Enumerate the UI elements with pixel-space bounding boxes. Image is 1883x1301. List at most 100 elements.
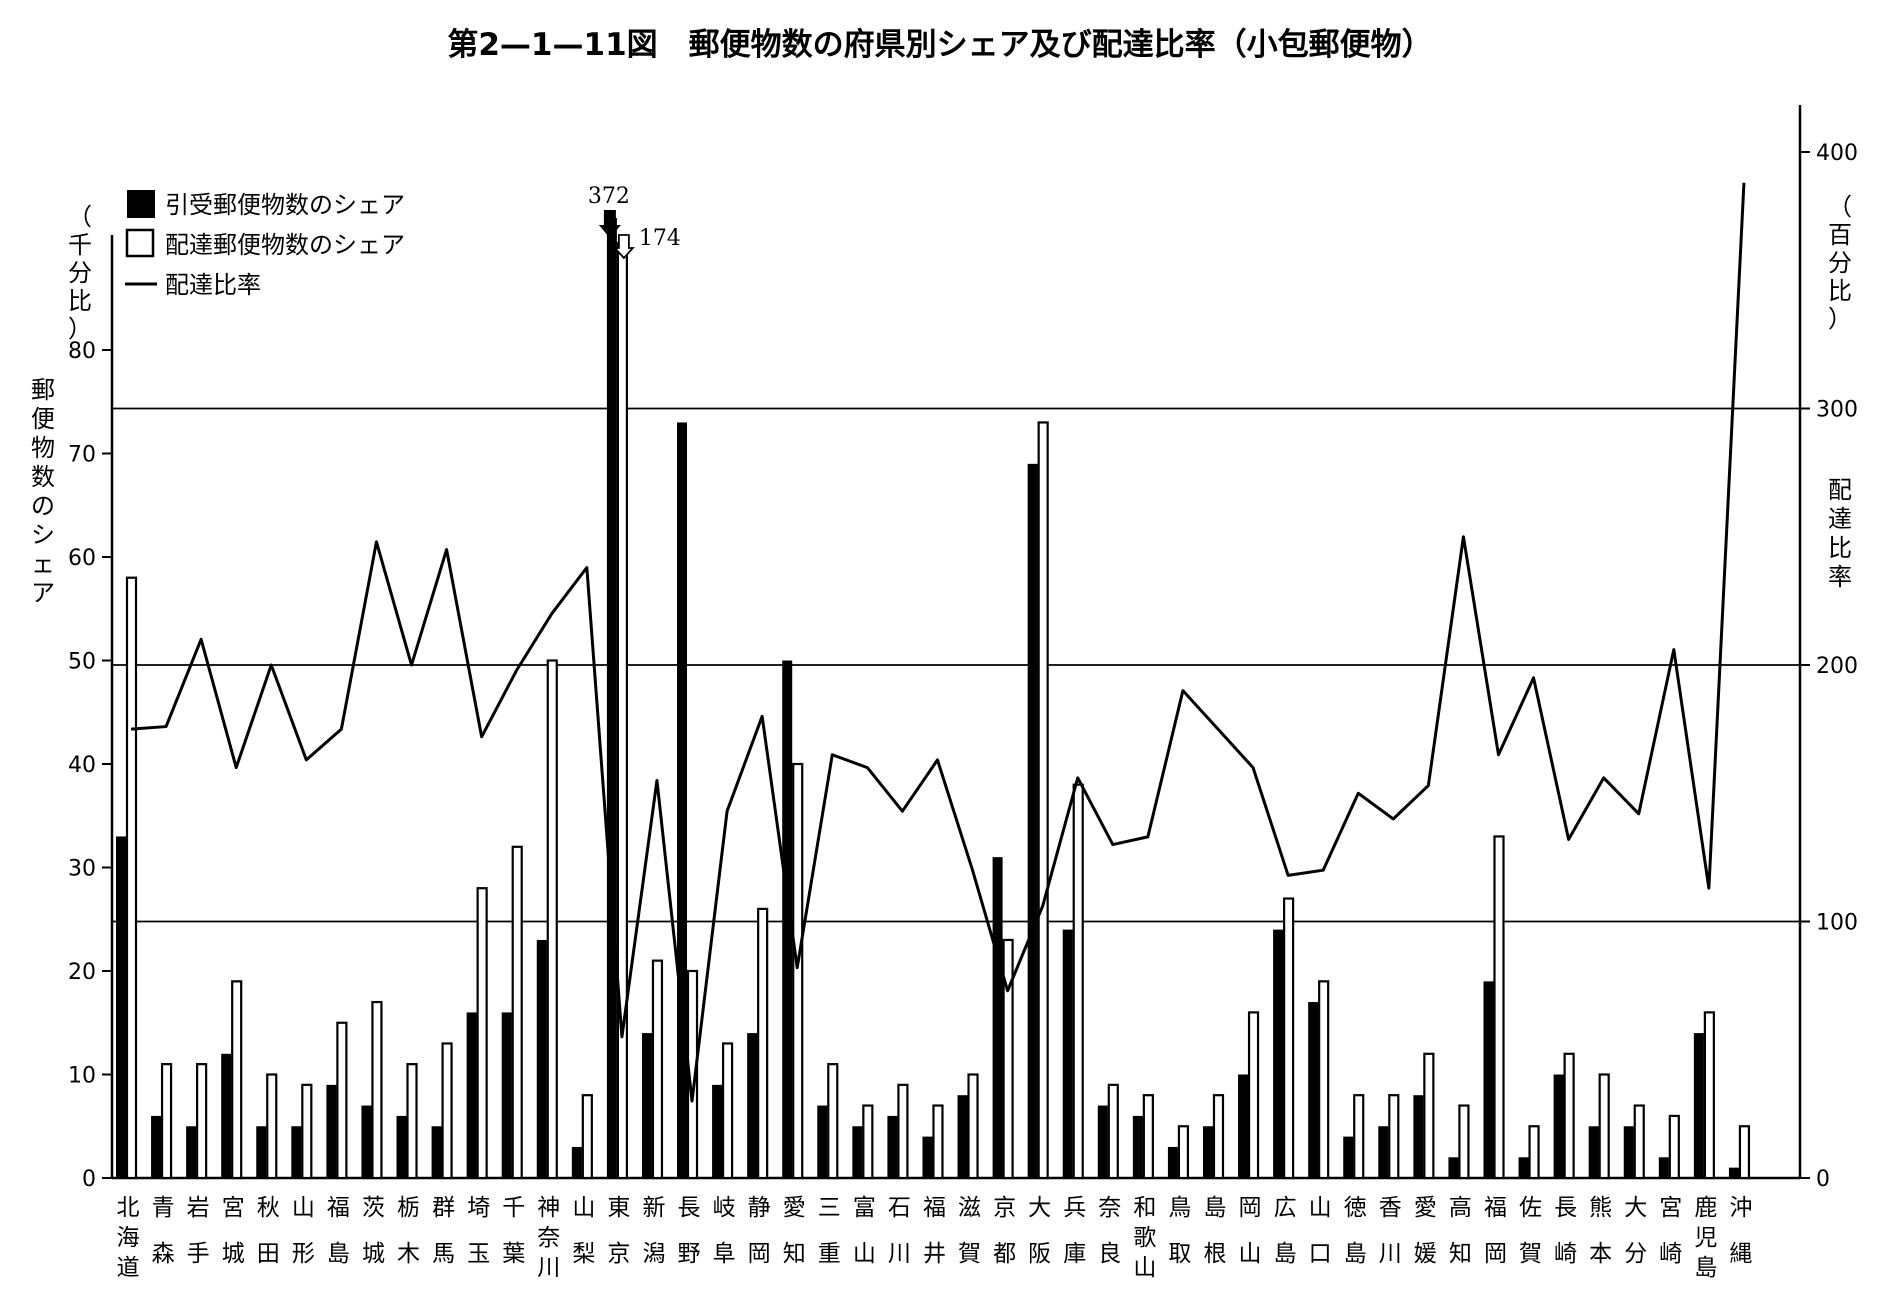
bar-filled bbox=[1167, 1146, 1178, 1178]
bar-outline bbox=[1493, 835, 1505, 1180]
bar-filled bbox=[1097, 1105, 1108, 1178]
bar-filled bbox=[1518, 1157, 1529, 1178]
bar-filled bbox=[431, 1126, 442, 1178]
bar-filled bbox=[1448, 1157, 1459, 1178]
bar-outline bbox=[1072, 783, 1084, 1180]
bar-filled bbox=[817, 1105, 828, 1178]
legend-swatch-filled bbox=[127, 190, 155, 218]
category-label: 愛媛 bbox=[1414, 1195, 1437, 1267]
bar-outline bbox=[406, 1063, 418, 1180]
bar-filled bbox=[1308, 1002, 1319, 1178]
bar-filled bbox=[1062, 929, 1073, 1178]
bar-filled bbox=[1728, 1167, 1739, 1178]
bar-outline bbox=[827, 1063, 839, 1180]
bar-filled bbox=[1658, 1157, 1669, 1178]
bar-outline bbox=[1283, 897, 1295, 1180]
bar-outline bbox=[967, 1073, 979, 1180]
category-label: 三重 bbox=[818, 1195, 841, 1267]
ratio-line-group bbox=[130, 182, 1746, 1103]
legend-label-line: 配達比率 bbox=[165, 271, 261, 299]
bar-outline bbox=[1388, 1094, 1400, 1180]
left-tick-label: 20 bbox=[68, 960, 96, 985]
bar-outline bbox=[476, 887, 488, 1180]
bar-filled bbox=[1553, 1074, 1564, 1178]
bar-outline bbox=[125, 576, 138, 1180]
category-label: 大阪 bbox=[1028, 1195, 1051, 1267]
bar-outline bbox=[371, 1000, 383, 1180]
category-label: 岩手 bbox=[187, 1195, 210, 1267]
left-axis-title: 郵便物数のシェア bbox=[31, 376, 55, 607]
bar-outline bbox=[441, 1042, 453, 1180]
bar-filled bbox=[221, 1053, 232, 1178]
left-tick-label: 60 bbox=[68, 546, 96, 571]
category-label: 福島 bbox=[327, 1195, 350, 1267]
bar-outline bbox=[897, 1083, 909, 1180]
bar-outline bbox=[1212, 1094, 1225, 1180]
category-label: 長崎 bbox=[1554, 1195, 1577, 1267]
bar-filled bbox=[501, 1012, 512, 1178]
category-label: 栃木 bbox=[397, 1195, 420, 1267]
bar-outline bbox=[196, 1063, 208, 1180]
bar-filled bbox=[1238, 1074, 1249, 1178]
right-tick-label: 300 bbox=[1816, 398, 1858, 423]
bar-filled bbox=[1202, 1126, 1213, 1178]
left-axis-unit: （千分比） bbox=[68, 203, 92, 343]
axis-ticks: 0 10 20 30 40 50 60 70 80 0 100 200 300 400 bbox=[68, 141, 1858, 1192]
category-label: 和歌山 bbox=[1133, 1195, 1156, 1281]
legend-label-filled: 引受郵便物数のシェア bbox=[165, 191, 405, 219]
category-label: 石川 bbox=[888, 1195, 911, 1267]
left-tick-label: 40 bbox=[68, 753, 96, 778]
bar-outline bbox=[1107, 1083, 1119, 1180]
category-label: 熊本 bbox=[1589, 1195, 1612, 1267]
bar-outline bbox=[1423, 1052, 1435, 1180]
bar-outline bbox=[1633, 1104, 1645, 1180]
category-label: 鹿児島 bbox=[1694, 1195, 1717, 1281]
category-label: 福岡 bbox=[1484, 1195, 1507, 1267]
bar-filled bbox=[922, 1136, 933, 1178]
bar-filled bbox=[1413, 1095, 1424, 1178]
right-tick-label: 100 bbox=[1816, 911, 1858, 936]
category-label: 静岡 bbox=[748, 1195, 771, 1267]
bar-filled bbox=[396, 1115, 407, 1178]
bar-outline bbox=[1528, 1125, 1540, 1180]
legend: 引受郵便物数のシェア 配達郵便物数のシェア 配達比率 bbox=[125, 190, 405, 299]
bar-outline bbox=[1037, 421, 1049, 1180]
bar-filled bbox=[1483, 981, 1494, 1178]
chart-title: 第2—1—11図 郵便物数の府県別シェア及び配達比率（小包郵便物） bbox=[447, 27, 1432, 63]
right-tick-label: 0 bbox=[1816, 1167, 1830, 1192]
category-label: 千葉 bbox=[502, 1195, 525, 1267]
bar-filled bbox=[536, 939, 547, 1178]
bar-filled bbox=[291, 1126, 302, 1178]
category-label: 長野 bbox=[678, 1195, 701, 1267]
bar-outline bbox=[1177, 1125, 1190, 1180]
right-axis-title: 配達比率 bbox=[1828, 476, 1852, 591]
bar-outline bbox=[336, 1021, 348, 1180]
bar-filled bbox=[1273, 929, 1284, 1178]
category-label: 佐賀 bbox=[1519, 1195, 1542, 1267]
category-label: 東京 bbox=[607, 1195, 630, 1267]
bar-filled bbox=[992, 857, 1003, 1178]
bar-filled bbox=[1343, 1136, 1354, 1178]
bar-filled bbox=[957, 1095, 968, 1178]
category-label: 山梨 bbox=[572, 1195, 595, 1267]
right-tick-label: 400 bbox=[1816, 141, 1858, 166]
category-label: 群馬 bbox=[432, 1195, 455, 1267]
bar-filled bbox=[852, 1126, 863, 1178]
bar-filled bbox=[677, 422, 688, 1178]
bar-filled bbox=[116, 836, 126, 1178]
left-tick-label: 30 bbox=[68, 857, 96, 882]
bar-outline bbox=[1247, 1011, 1260, 1180]
annotation-outline-value: 174 bbox=[639, 226, 681, 251]
category-label: 埼玉 bbox=[467, 1195, 490, 1267]
legend-swatch-outline bbox=[125, 228, 155, 258]
right-axis-unit: （百分比） bbox=[1828, 193, 1852, 333]
category-label: 神奈川 bbox=[537, 1195, 560, 1281]
bar-outline bbox=[757, 907, 769, 1180]
category-label: 鳥取 bbox=[1168, 1195, 1191, 1267]
left-axis-label: （千分比） 郵便物数のシェア bbox=[31, 203, 92, 607]
category-label: 秋田 bbox=[257, 1195, 280, 1267]
bar-outline bbox=[1703, 1011, 1715, 1180]
category-label: 高知 bbox=[1449, 1195, 1472, 1267]
bar-outline bbox=[1002, 938, 1014, 1180]
category-label: 福井 bbox=[923, 1195, 946, 1267]
